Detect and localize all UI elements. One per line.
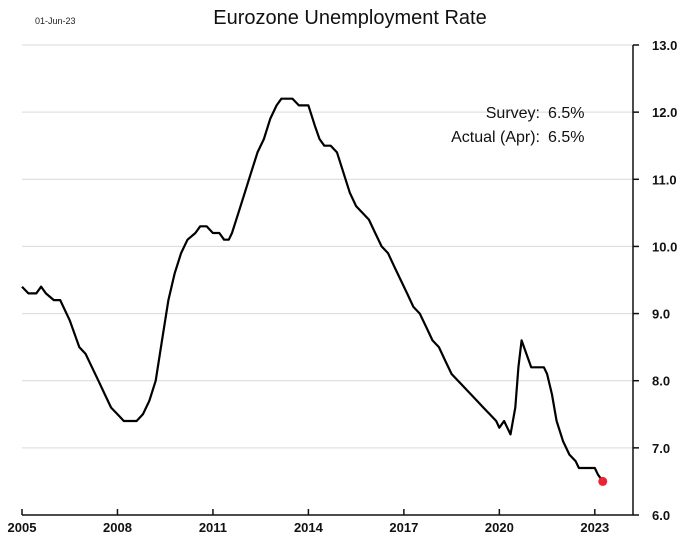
latest-point-marker [598, 476, 608, 486]
y-tick-label: 7.0 [652, 441, 670, 456]
y-axis-ticks: 13.0 12.0 11.0 10.0 9.0 8.0 7.0 6.0 [633, 38, 677, 523]
x-tick-label: 2014 [294, 520, 324, 535]
x-tick-label: 2023 [580, 520, 609, 535]
actual-label: Actual (Apr): [451, 129, 540, 146]
x-tick-label: 2011 [199, 520, 227, 535]
gridlines [22, 44, 633, 449]
chart-title: Eurozone Unemployment Rate [213, 7, 486, 29]
survey-label: Survey: [486, 105, 540, 122]
annotation-box: Survey: 6.5% Actual (Apr): 6.5% [451, 105, 584, 146]
y-tick-label: 6.0 [652, 508, 670, 523]
x-tick-label: 2020 [485, 520, 514, 535]
x-tick-label: 2005 [8, 520, 37, 535]
y-tick-label: 10.0 [652, 239, 677, 254]
y-tick-label: 11.0 [652, 172, 677, 187]
y-tick-label: 8.0 [652, 374, 670, 389]
y-tick-label: 12.0 [652, 105, 677, 120]
date-label: 01-Jun-23 [35, 16, 76, 26]
y-tick-label: 13.0 [652, 38, 677, 53]
y-tick-label: 9.0 [652, 307, 670, 322]
x-axis-ticks: 2005 2008 2011 2014 2017 2020 2023 [8, 509, 609, 535]
x-tick-label: 2008 [103, 520, 132, 535]
survey-value: 6.5% [548, 105, 584, 122]
x-tick-label: 2017 [389, 520, 418, 535]
actual-value: 6.5% [548, 129, 584, 146]
series-line-unemployment [21, 97, 604, 483]
